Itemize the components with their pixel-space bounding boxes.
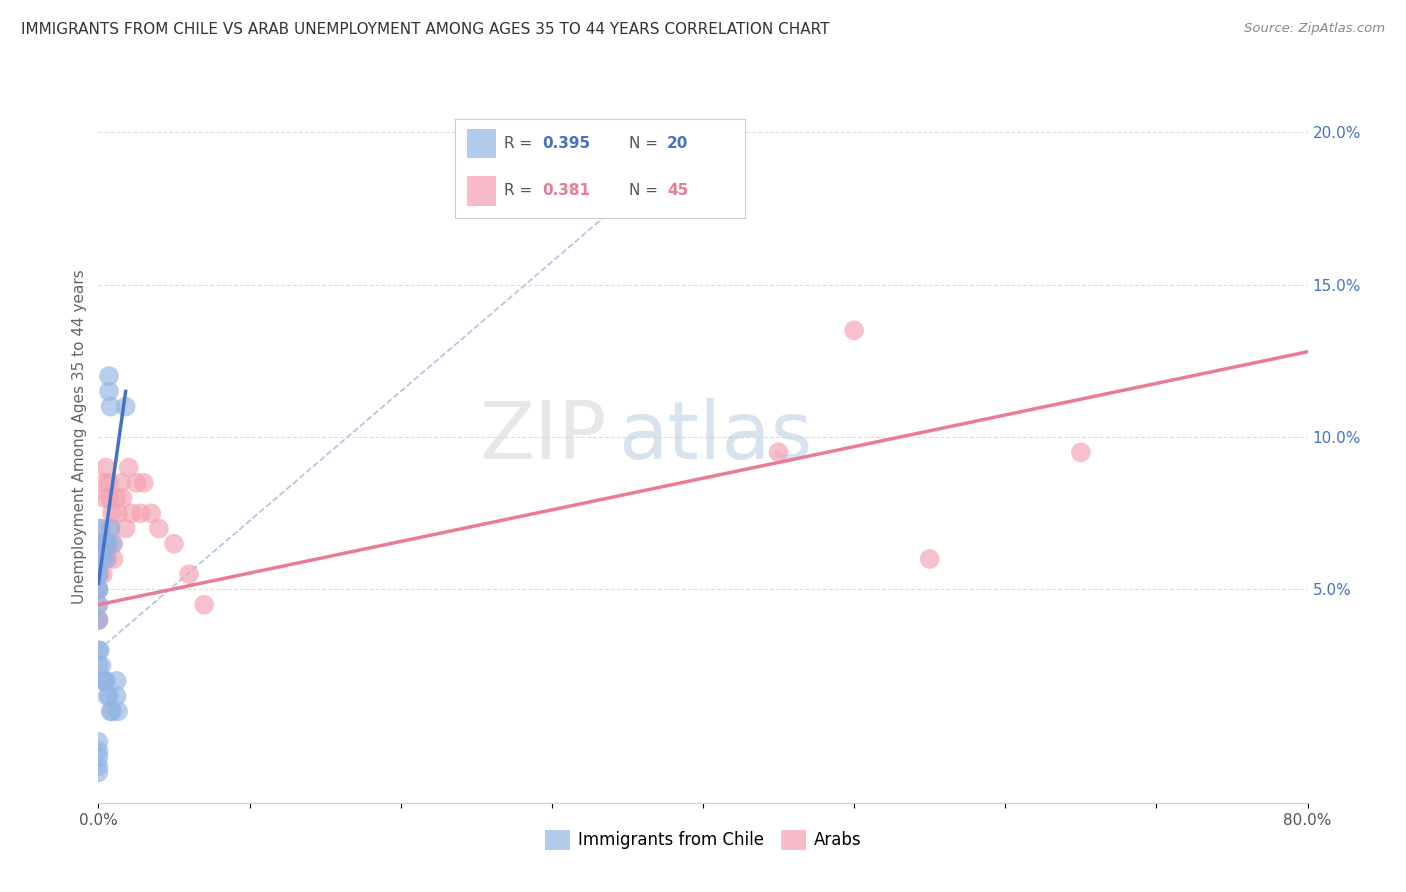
Point	[94, 460, 117, 475]
Point	[87, 735, 110, 749]
Point	[91, 552, 114, 566]
Point	[844, 323, 866, 337]
Point	[87, 582, 110, 597]
Point	[89, 643, 111, 657]
Point	[1070, 445, 1092, 459]
Point	[87, 567, 110, 582]
Point	[90, 521, 112, 535]
Point	[105, 673, 128, 688]
Point	[93, 673, 115, 688]
Point	[91, 537, 114, 551]
Point	[100, 521, 122, 535]
Point	[768, 445, 790, 459]
Point	[121, 506, 143, 520]
Legend: Immigrants from Chile, Arabs: Immigrants from Chile, Arabs	[538, 823, 868, 856]
Point	[100, 521, 122, 535]
Point	[129, 506, 152, 520]
Point	[103, 552, 125, 566]
Point	[118, 460, 141, 475]
Point	[101, 506, 124, 520]
Point	[96, 689, 118, 703]
Point	[100, 705, 122, 719]
Point	[87, 613, 110, 627]
Point	[87, 552, 110, 566]
Point	[87, 567, 110, 582]
Point	[94, 537, 117, 551]
Point	[87, 598, 110, 612]
Point	[100, 400, 122, 414]
Point	[90, 537, 112, 551]
Point	[87, 567, 110, 582]
Point	[96, 537, 118, 551]
Point	[98, 475, 121, 490]
Point	[918, 552, 941, 566]
Point	[87, 744, 110, 758]
Point	[110, 475, 132, 490]
Point	[93, 537, 115, 551]
Point	[103, 537, 125, 551]
Point	[179, 567, 201, 582]
Point	[87, 552, 110, 566]
Point	[107, 506, 129, 520]
Point	[98, 491, 121, 505]
Point	[98, 384, 121, 399]
Point	[87, 521, 110, 535]
Point	[141, 506, 163, 520]
Point	[87, 582, 110, 597]
Point	[101, 705, 124, 719]
Point	[90, 658, 112, 673]
Point	[87, 658, 110, 673]
Point	[90, 552, 112, 566]
Point	[93, 475, 115, 490]
Point	[91, 673, 114, 688]
Point	[87, 537, 110, 551]
Point	[616, 202, 638, 216]
Point	[89, 567, 111, 582]
Point	[107, 705, 129, 719]
Point	[91, 552, 114, 566]
Point	[105, 689, 128, 703]
Point	[87, 598, 110, 612]
Point	[87, 537, 110, 551]
Text: IMMIGRANTS FROM CHILE VS ARAB UNEMPLOYMENT AMONG AGES 35 TO 44 YEARS CORRELATION: IMMIGRANTS FROM CHILE VS ARAB UNEMPLOYME…	[21, 22, 830, 37]
Point	[93, 491, 115, 505]
Point	[87, 613, 110, 627]
Point	[148, 521, 170, 535]
Text: Source: ZipAtlas.com: Source: ZipAtlas.com	[1244, 22, 1385, 36]
Point	[87, 613, 110, 627]
Point	[114, 400, 136, 414]
Point	[98, 369, 121, 384]
Point	[111, 491, 134, 505]
Point	[87, 750, 110, 764]
Point	[87, 582, 110, 597]
Point	[96, 552, 118, 566]
Point	[105, 491, 128, 505]
Point	[193, 598, 215, 612]
Point	[94, 673, 117, 688]
Point	[114, 521, 136, 535]
Point	[96, 537, 118, 551]
Point	[87, 765, 110, 780]
Point	[132, 475, 155, 490]
Point	[163, 537, 186, 551]
Point	[125, 475, 148, 490]
Point	[87, 582, 110, 597]
Point	[94, 552, 117, 566]
Point	[101, 537, 124, 551]
Point	[91, 567, 114, 582]
Text: ZIP: ZIP	[479, 398, 606, 476]
Point	[87, 643, 110, 657]
Text: atlas: atlas	[619, 398, 813, 476]
Point	[87, 759, 110, 773]
Point	[98, 689, 121, 703]
Y-axis label: Unemployment Among Ages 35 to 44 years: Unemployment Among Ages 35 to 44 years	[72, 269, 87, 605]
